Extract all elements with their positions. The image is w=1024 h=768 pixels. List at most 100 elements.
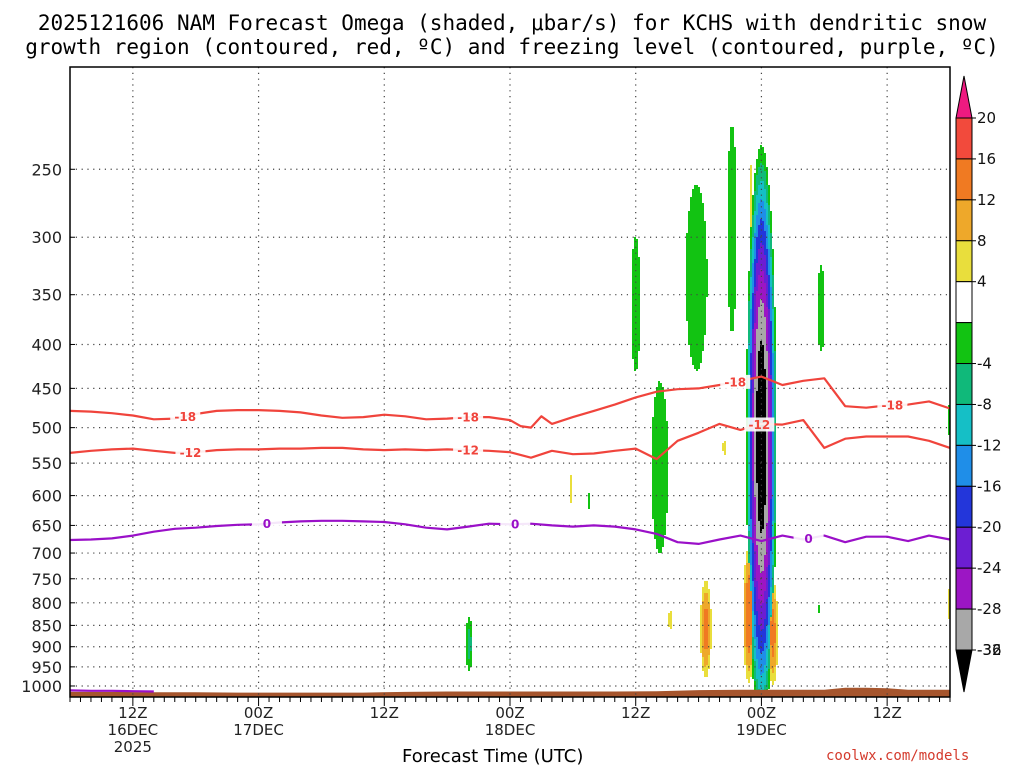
omega-cell bbox=[770, 675, 776, 677]
omega-cell bbox=[756, 619, 758, 621]
omega-cell bbox=[756, 439, 766, 441]
omega-cell bbox=[748, 409, 750, 411]
omega-cell bbox=[748, 545, 750, 547]
omega-cell bbox=[774, 455, 776, 457]
omega-cell bbox=[772, 565, 774, 567]
omega-cell bbox=[770, 531, 772, 533]
omega-cell bbox=[766, 441, 768, 443]
omega-cell bbox=[758, 561, 764, 563]
omega-cell bbox=[760, 219, 762, 221]
omega-cell bbox=[754, 325, 758, 327]
omega-cell bbox=[756, 281, 758, 283]
omega-cell bbox=[652, 501, 668, 503]
omega-cell bbox=[756, 263, 766, 265]
omega-cell bbox=[768, 267, 770, 269]
omega-cell bbox=[748, 367, 750, 369]
omega-cell bbox=[668, 619, 672, 621]
omega-cell bbox=[750, 481, 752, 483]
contour-line bbox=[69, 375, 951, 429]
omega-cell bbox=[750, 251, 752, 253]
omega-cell bbox=[772, 683, 774, 685]
omega-cell bbox=[754, 581, 758, 583]
omega-cell bbox=[752, 243, 754, 245]
omega-cell bbox=[774, 545, 776, 547]
omega-cell bbox=[766, 213, 768, 215]
omega-cell bbox=[766, 349, 768, 351]
y-tick-label: 1000 bbox=[21, 677, 62, 696]
omega-cell bbox=[708, 639, 710, 641]
omega-cell bbox=[768, 303, 770, 305]
omega-cell bbox=[686, 239, 706, 241]
omega-cell bbox=[652, 449, 668, 451]
omega-cell bbox=[686, 243, 706, 245]
omega-cell bbox=[760, 651, 762, 653]
omega-cell bbox=[752, 433, 754, 435]
omega-cell bbox=[766, 199, 768, 201]
omega-cell bbox=[768, 191, 770, 193]
omega-cell bbox=[708, 629, 710, 631]
omega-cell bbox=[764, 687, 768, 689]
omega-cell bbox=[746, 565, 750, 567]
omega-cell bbox=[764, 667, 768, 669]
contour-label: -12 bbox=[180, 446, 202, 460]
omega-cell bbox=[752, 333, 754, 335]
omega-cell bbox=[766, 493, 768, 495]
omega-cell bbox=[764, 245, 766, 247]
omega-cell bbox=[756, 451, 766, 453]
omega-cell bbox=[768, 485, 770, 487]
omega-cell bbox=[768, 245, 770, 247]
omega-cell bbox=[772, 499, 774, 501]
omega-cell bbox=[766, 653, 768, 655]
omega-cell bbox=[766, 611, 768, 613]
omega-cell bbox=[746, 643, 752, 645]
omega-cell bbox=[728, 189, 736, 191]
omega-cell bbox=[754, 637, 758, 639]
omega-cell bbox=[754, 587, 756, 589]
y-tick-label: 350 bbox=[31, 286, 62, 305]
omega-cell bbox=[820, 267, 822, 269]
omega-cell bbox=[760, 601, 764, 603]
omega-cell bbox=[756, 593, 758, 595]
omega-cell bbox=[750, 527, 752, 529]
omega-cell bbox=[690, 207, 704, 209]
omega-cell bbox=[754, 349, 756, 351]
omega-cell bbox=[752, 431, 754, 433]
omega-cell bbox=[750, 173, 752, 175]
omega-cell bbox=[770, 573, 772, 575]
omega-cell bbox=[770, 617, 772, 619]
omega-cell bbox=[746, 517, 748, 519]
omega-cell bbox=[756, 575, 766, 577]
omega-cell bbox=[760, 523, 764, 525]
omega-cell bbox=[570, 495, 572, 497]
omega-cell bbox=[730, 147, 736, 149]
omega-cell bbox=[768, 623, 770, 625]
omega-cell bbox=[770, 415, 772, 417]
omega-cell bbox=[728, 163, 736, 165]
omega-cell bbox=[748, 443, 750, 445]
omega-cell bbox=[770, 563, 772, 565]
omega-cell bbox=[754, 279, 756, 281]
omega-cell bbox=[772, 613, 774, 615]
omega-cell bbox=[652, 429, 668, 431]
omega-cell bbox=[770, 385, 772, 387]
omega-cell bbox=[760, 599, 764, 601]
omega-cell bbox=[770, 631, 776, 633]
omega-cell bbox=[770, 509, 772, 511]
omega-cell bbox=[774, 383, 776, 385]
omega-cell bbox=[774, 401, 776, 403]
omega-cell bbox=[766, 293, 768, 295]
omega-cell bbox=[766, 453, 768, 455]
contour-label-bg bbox=[877, 398, 908, 413]
omega-cell bbox=[748, 361, 750, 363]
y-tick-label: 950 bbox=[31, 658, 62, 677]
omega-cell bbox=[770, 245, 772, 247]
omega-cell bbox=[754, 379, 758, 381]
omega-cell bbox=[766, 337, 768, 339]
omega-cell bbox=[770, 527, 772, 529]
omega-cell bbox=[762, 629, 766, 631]
omega-cell bbox=[756, 457, 766, 459]
omega-cell bbox=[752, 587, 754, 589]
colorbar-swatch bbox=[955, 363, 973, 405]
omega-cell bbox=[632, 349, 640, 351]
omega-cell bbox=[750, 517, 752, 519]
